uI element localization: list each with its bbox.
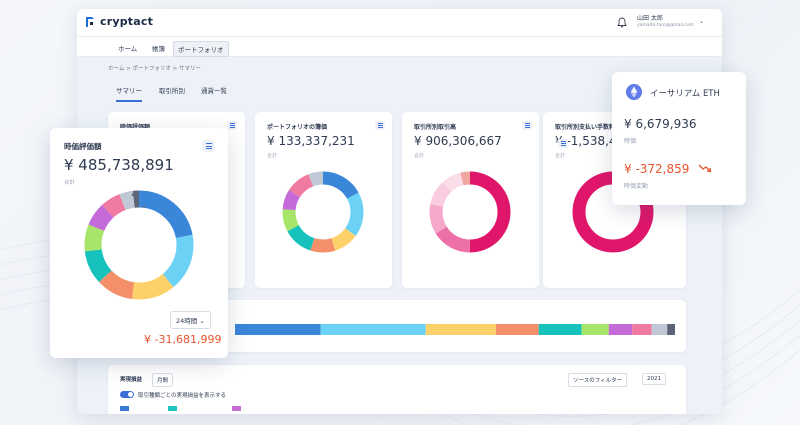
floating-coin-card: イーサリアム ETH ¥ 6,679,936 時価 ¥ -372,859 時価変… — [612, 72, 746, 205]
coin-name: イーサリアム ETH — [650, 89, 720, 99]
stacked-bar-segment[interactable] — [608, 324, 633, 335]
year-select[interactable]: 2021 — [642, 373, 666, 385]
chevron-down-icon: ⌄ — [199, 317, 205, 325]
card-title: 取引所別支払い手数料 — [555, 124, 616, 131]
menu-icon[interactable] — [558, 139, 568, 148]
toggle-label: 取引種類ごとの実現損益を表示する — [138, 393, 226, 399]
card-sub: 合計 — [267, 153, 278, 159]
sub-tabs: サマリー 取引所別 通貨一覧 — [108, 85, 688, 102]
price-change: ¥ -372,859 — [624, 162, 690, 176]
card-sub: 合計 — [414, 153, 425, 159]
breadcrumb: ホーム > ポートフォリオ > サマリー — [108, 66, 202, 72]
stacked-bar-segment[interactable] — [235, 324, 321, 335]
card-title: 時価評価額 — [120, 122, 150, 131]
coin-price: ¥ 6,679,936 — [624, 117, 697, 131]
donut-chart-market-value — [84, 190, 194, 300]
period-select[interactable]: 月間 — [152, 373, 174, 387]
donut-slice[interactable] — [84, 190, 194, 300]
stacked-bar-chart — [235, 324, 675, 335]
donut-slice[interactable] — [282, 171, 364, 253]
stacked-bar-segment[interactable] — [495, 324, 539, 335]
nav-item-home[interactable]: ホーム — [118, 45, 138, 53]
period-label: 24時間 — [176, 317, 198, 325]
donut-slice[interactable] — [84, 190, 194, 300]
menu-icon[interactable] — [227, 121, 237, 130]
donut-chart-exchange-volume — [429, 171, 511, 253]
brand-logo[interactable]: cryptact — [85, 15, 153, 28]
user-menu[interactable]: 山田 太郎 yamada-taro@gmail.com — [637, 15, 694, 29]
donut-slice[interactable] — [282, 171, 364, 253]
bell-icon[interactable] — [617, 17, 627, 28]
stacked-bar-segment[interactable] — [320, 324, 426, 335]
menu-icon[interactable] — [202, 140, 215, 152]
card-realized-pnl: 実現損益 月間 ソースのフィルター 2021 取引種類ごとの実現損益を表示する — [108, 365, 686, 414]
nav-item-ledger[interactable]: 帳簿 — [152, 45, 165, 53]
chevron-down-icon[interactable]: ⌄ — [699, 18, 705, 25]
donut-slice[interactable] — [429, 171, 511, 253]
market-value: ¥ 485,738,891 — [64, 156, 174, 174]
change-label: 時価変動 — [624, 183, 649, 190]
stacked-bar-segment[interactable] — [632, 324, 652, 335]
source-filter-select[interactable]: ソースのフィルター — [568, 373, 628, 387]
price-label: 時価 — [624, 138, 637, 145]
floating-market-value-card: 時価評価額 ¥ 485,738,891 合計 24時間 ⌄ ¥ -31,681,… — [50, 128, 228, 358]
stacked-bar-segment[interactable] — [667, 324, 675, 335]
menu-icon[interactable] — [522, 121, 532, 130]
market-value-sub: 合計 — [64, 180, 76, 186]
stacked-bar-segment[interactable] — [538, 324, 582, 335]
tab-summary[interactable]: サマリー — [116, 85, 142, 102]
stacked-bar-segment[interactable] — [425, 324, 496, 335]
nav-item-portfolio[interactable]: ポートフォリオ — [173, 41, 229, 57]
stacked-bar-segment[interactable] — [651, 324, 668, 335]
card-title: 実現損益 — [120, 377, 143, 383]
card-value: ¥ -1,538,4 — [555, 134, 617, 148]
card-sub: 合計 — [555, 153, 566, 159]
stacked-bar-segment[interactable] — [581, 324, 609, 335]
brand-name: cryptact — [100, 15, 154, 28]
period-select[interactable]: 24時間 ⌄ — [170, 311, 211, 329]
tab-currency-list[interactable]: 通貨一覧 — [201, 87, 227, 95]
donut-slice[interactable] — [282, 171, 364, 253]
menu-icon[interactable] — [375, 121, 385, 130]
card-title: 時価評価額 — [64, 142, 102, 151]
realized-pnl-toggle[interactable] — [120, 391, 134, 398]
top-bar: cryptact 山田 太郎 yamada-taro@gmail.com ⌄ — [77, 9, 722, 37]
card-value: ¥ 133,337,231 — [267, 134, 355, 148]
card-title: 取引所別取引高 — [414, 124, 457, 131]
card-value: ¥ 906,306,667 — [414, 134, 502, 148]
card-book-value: ポートフォリオの簿価 ¥ 133,337,231 合計 — [255, 112, 392, 288]
donut-slice[interactable] — [84, 190, 194, 300]
donut-slice[interactable] — [282, 171, 364, 253]
donut-slice[interactable] — [84, 190, 194, 300]
ethereum-icon — [626, 84, 642, 100]
user-name: 山田 太郎 — [637, 15, 663, 22]
legend-swatch — [120, 406, 129, 411]
trend-down-icon — [698, 164, 712, 173]
market-value-change: ¥ -31,681,999 — [144, 333, 222, 346]
cryptact-logo-icon — [86, 16, 94, 27]
legend-swatch — [168, 406, 177, 411]
user-email: yamada-taro@gmail.com — [637, 23, 694, 28]
card-exchange-volume: 取引所別取引高 ¥ 906,306,667 合計 — [402, 112, 539, 288]
tab-by-exchange[interactable]: 取引所別 — [159, 87, 185, 95]
legend-swatch — [232, 406, 241, 411]
card-title: ポートフォリオの簿価 — [267, 124, 328, 131]
main-nav: ホーム 帳簿 ポートフォリオ — [77, 37, 722, 57]
donut-slice[interactable] — [429, 171, 511, 253]
donut-chart-book-value — [282, 171, 364, 253]
